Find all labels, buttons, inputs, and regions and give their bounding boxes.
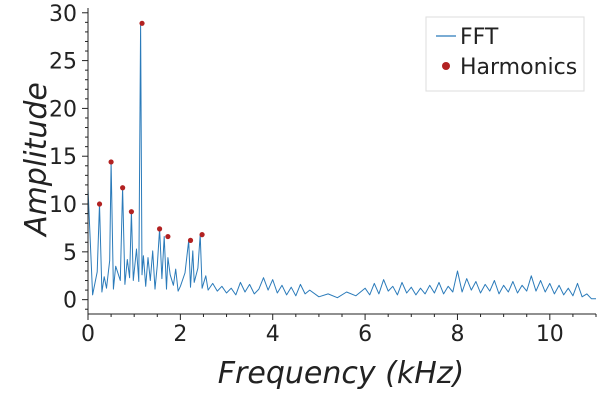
plot-area [87,20,596,300]
y-tick-label: 5 [63,241,77,266]
y-tick-label: 10 [49,193,77,218]
harmonic-point [187,237,194,243]
x-tick-label: 8 [450,322,464,347]
harmonic-point [128,209,135,215]
legend-harmonics-swatch [442,62,450,70]
harmonic-point [139,20,145,26]
series-line-fft [87,22,596,300]
legend-box [425,16,585,92]
x-tick-label: 0 [81,322,95,347]
harmonic-point [165,233,171,240]
x-axis-title: Frequency (kHz) [218,356,464,391]
harmonic-point [120,185,126,191]
x-tick-label: 2 [173,322,187,347]
legend-harmonics-label: Harmonics [460,55,577,80]
legend-fft-label: FFT [460,25,499,50]
y-tick-label: 20 [49,97,77,122]
x-tick-label: 6 [358,322,372,347]
harmonic-point [199,232,205,238]
x-tick-label: 10 [536,322,564,347]
y-tick-label: 25 [49,50,77,75]
y-tick-label: 15 [49,145,77,170]
axes: 0 2 4 6 8 10 0 5 10 15 20 25 30 [49,2,597,347]
harmonic-point [96,201,103,207]
y-axis-title: Amplitude [19,82,54,238]
y-tick-label: 30 [49,2,77,27]
harmonic-point [156,226,163,232]
legend: FFT Harmonics [425,16,585,92]
harmonic-point [108,159,114,165]
x-tick-label: 4 [266,322,280,347]
y-tick-label: 0 [63,289,77,314]
